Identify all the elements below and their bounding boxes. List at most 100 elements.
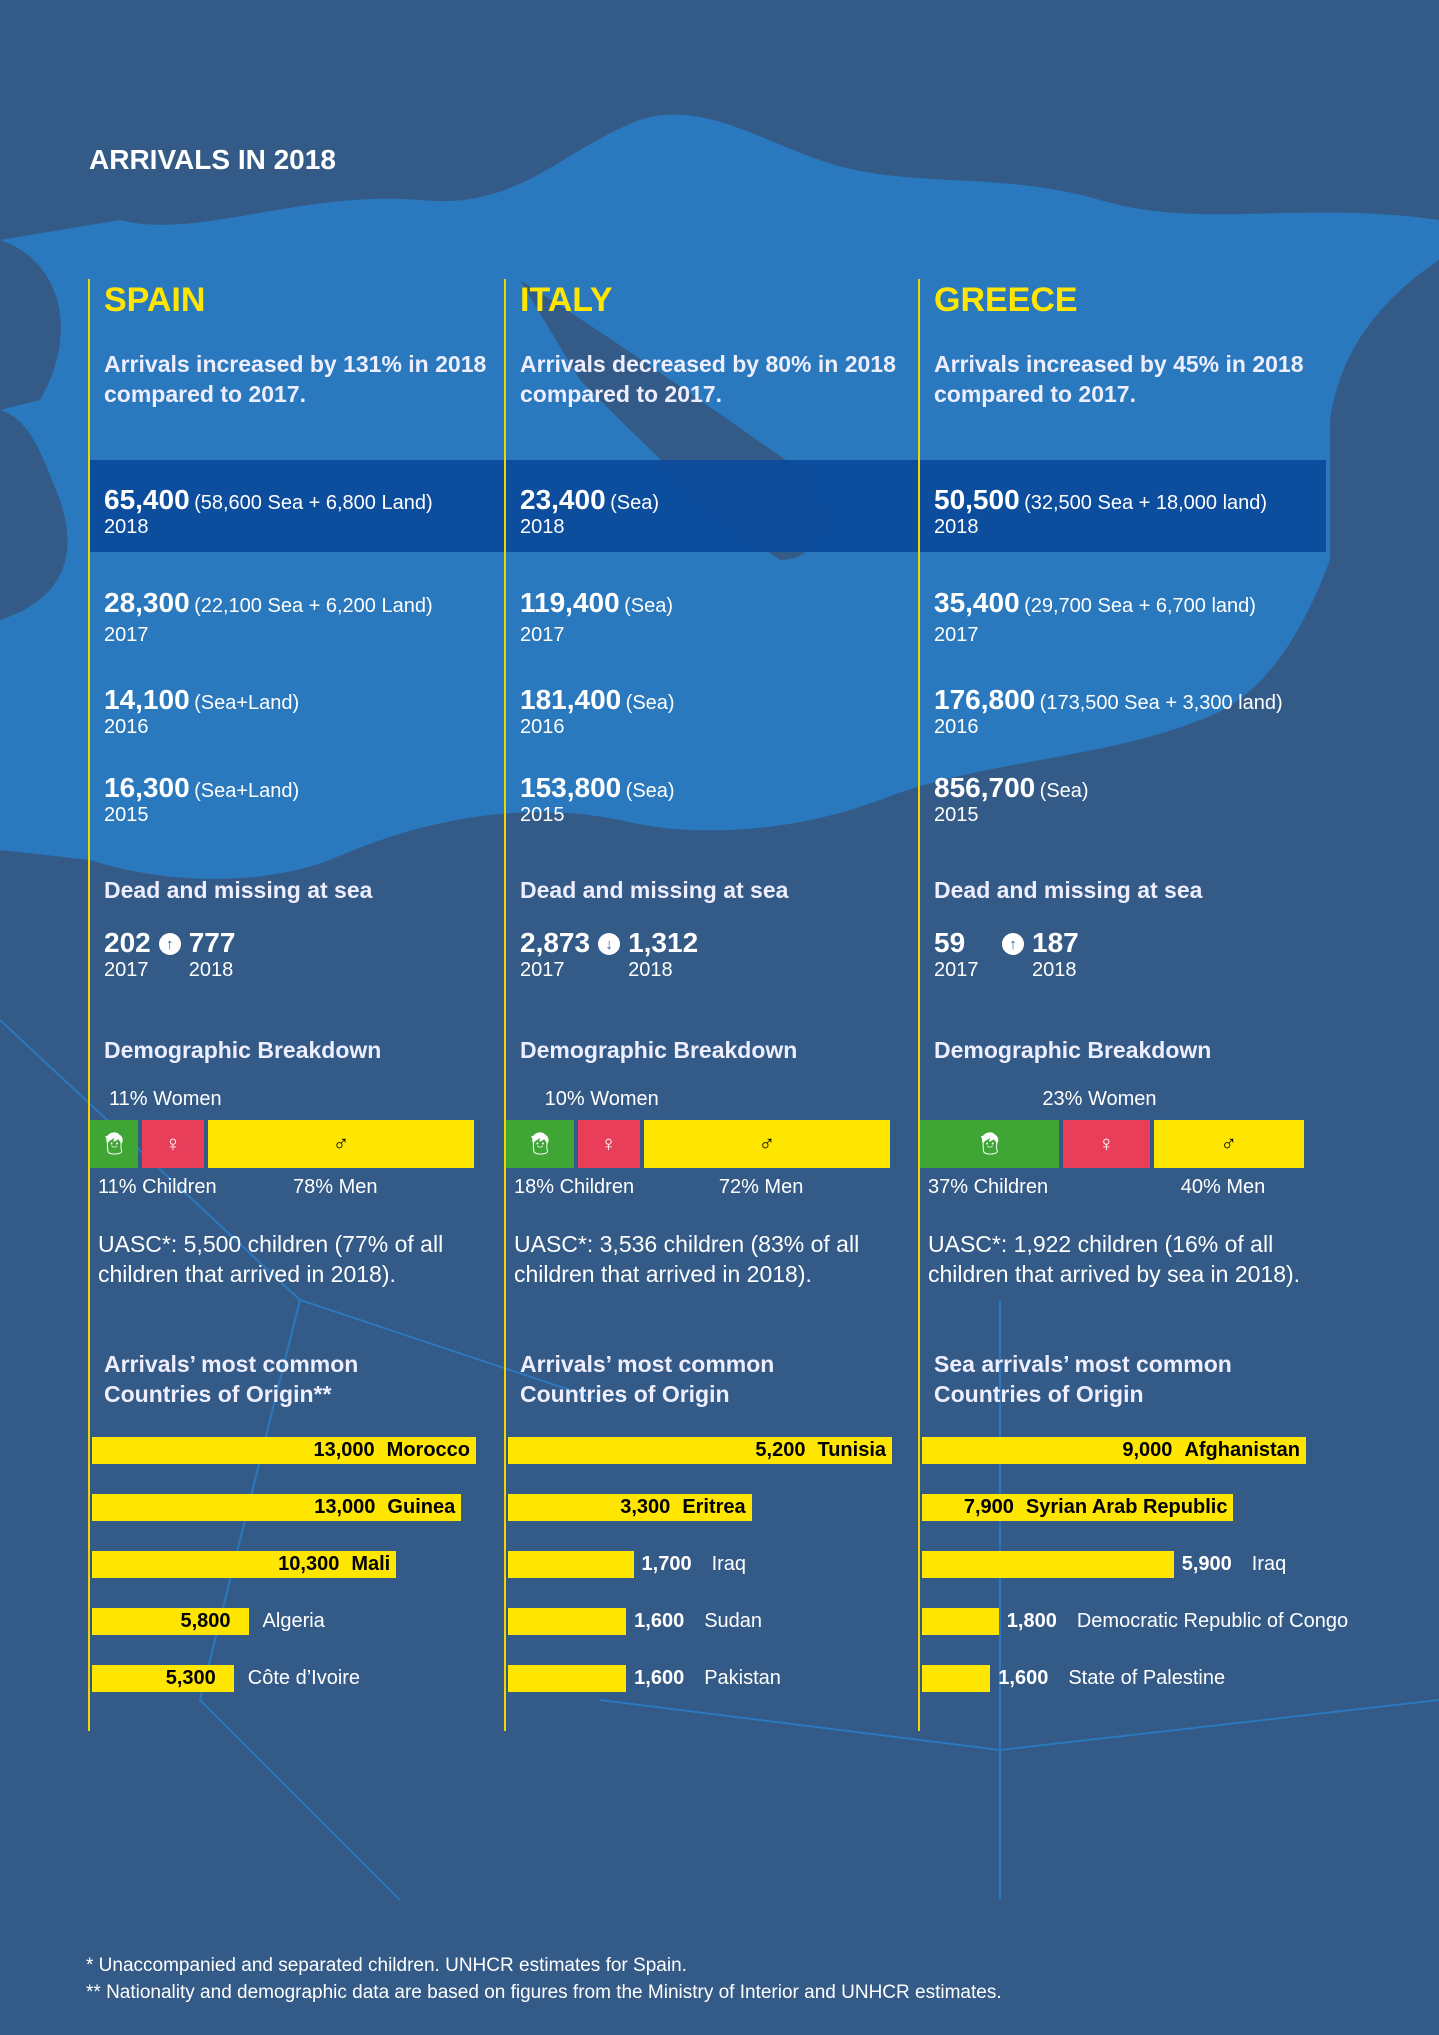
origin-row: 5,300 Côte d’Ivoire bbox=[92, 1665, 360, 1692]
origin-value: 7,900 bbox=[963, 1496, 1014, 1518]
origin-bar: 13,000 Guinea bbox=[92, 1494, 462, 1521]
woman-icon: ♀ bbox=[577, 1120, 640, 1168]
arrivals-detail: (29,700 Sea + 6,700 land) bbox=[1024, 595, 1256, 617]
arrivals-count: 23,400 bbox=[520, 484, 606, 515]
origin-bar: 3,300 Eritrea bbox=[508, 1494, 752, 1521]
origin-country: Iraq bbox=[711, 1553, 747, 1575]
year-label: 2016 bbox=[520, 716, 565, 738]
arrivals-count: 50,500 bbox=[934, 484, 1020, 515]
heading-line: Countries of Origin** bbox=[104, 1381, 332, 1407]
women-label: 11% Women bbox=[109, 1088, 222, 1110]
men-label: 40% Men bbox=[1180, 1176, 1266, 1198]
origin-value: 5,900 bbox=[1181, 1553, 1232, 1575]
heading-line: Countries of Origin bbox=[934, 1381, 1144, 1407]
origin-bar: 7,900 Syrian Arab Republic bbox=[922, 1494, 1234, 1521]
origin-country: Guinea bbox=[387, 1496, 456, 1518]
arrow-up-icon: ↑ bbox=[1002, 933, 1024, 955]
year-label: 2016 bbox=[934, 716, 979, 738]
dead-2018: 1,312 bbox=[628, 927, 699, 958]
arrivals-count: 119,400 bbox=[520, 587, 620, 618]
desc-line: compared to 2017. bbox=[520, 381, 722, 407]
origin-row: 5,900 Iraq bbox=[922, 1551, 1286, 1578]
desc-line: Arrivals decreased by 80% in 2018 bbox=[520, 351, 896, 377]
origin-row: 5,800 Algeria bbox=[92, 1608, 325, 1635]
origin-country: Iraq bbox=[1251, 1553, 1287, 1575]
origin-bar bbox=[508, 1608, 627, 1635]
demographic-heading: Demographic Breakdown bbox=[520, 1037, 798, 1063]
year-label: 2017 bbox=[104, 959, 149, 981]
year-label: 2015 bbox=[934, 804, 979, 826]
men-label: 72% Men bbox=[718, 1176, 804, 1198]
origin-bar bbox=[922, 1608, 999, 1635]
origin-country: Morocco bbox=[386, 1439, 470, 1461]
demographic-heading: Demographic Breakdown bbox=[104, 1037, 382, 1063]
dead-2017: 59 bbox=[934, 927, 966, 958]
arrivals-year-2017: 28,300 (22,100 Sea + 6,200 Land) 2017 bbox=[104, 587, 433, 647]
arrivals-year-2017: 119,400 (Sea) 2017 bbox=[520, 587, 673, 647]
children-label: 18% Children bbox=[514, 1176, 635, 1198]
children-label: 11% Children bbox=[98, 1176, 217, 1198]
year-label: 2015 bbox=[104, 804, 149, 826]
arrivals-detail: (Sea+Land) bbox=[194, 780, 300, 802]
arrivals-year-2016: 176,800 (173,500 Sea + 3,300 land) 2016 bbox=[934, 684, 1283, 739]
origin-bar: 10,300 Mali bbox=[92, 1551, 397, 1578]
dead-2017: 202 bbox=[104, 927, 151, 958]
origin-bar: 5,300 Côte d’Ivoire bbox=[92, 1665, 360, 1692]
origin-heading: Arrivals’ most common Countries of Origin bbox=[520, 1349, 774, 1409]
man-icon: ♂ bbox=[643, 1120, 890, 1168]
page-title: ARRIVALS IN 2018 bbox=[89, 144, 336, 175]
origin-value: 1,700 bbox=[641, 1553, 692, 1575]
heading-line: Sea arrivals’ most common bbox=[934, 1351, 1232, 1377]
dead-2018: 777 bbox=[188, 927, 236, 958]
origin-country: State of Palestine bbox=[1068, 1667, 1226, 1689]
dead-missing-stats: 2,873 2017 ↓ 1,312 2018 bbox=[520, 927, 698, 982]
dead-missing-heading: Dead and missing at sea bbox=[934, 877, 1203, 903]
arrivals-year-2017: 35,400 (29,700 Sea + 6,700 land) 2017 bbox=[934, 587, 1256, 647]
dead-2017: 2,873 bbox=[520, 927, 591, 958]
origin-bar: 9,000 Afghanistan bbox=[922, 1437, 1306, 1464]
origin-value: 13,000 bbox=[314, 1496, 376, 1518]
origin-country: Tunisia bbox=[817, 1439, 886, 1461]
country-column-spain: SPAIN Arrivals increased by 131% in 2018… bbox=[88, 279, 503, 1731]
origin-value: 9,000 bbox=[1122, 1439, 1173, 1461]
origin-country: Sudan bbox=[704, 1610, 763, 1632]
women-label: 10% Women bbox=[544, 1088, 659, 1110]
year-label: 2018 bbox=[520, 516, 565, 538]
arrivals-count: 65,400 bbox=[104, 484, 190, 515]
origin-country: Pakistan bbox=[704, 1667, 781, 1689]
arrivals-count: 35,400 bbox=[934, 587, 1020, 618]
year-label: 2018 bbox=[934, 516, 979, 538]
origin-row: 3,300 Eritrea bbox=[508, 1494, 752, 1521]
origin-row: 1,600 Sudan bbox=[508, 1608, 762, 1635]
origin-row: 1,800 Democratic Republic of Congo bbox=[922, 1608, 1348, 1635]
woman-icon: ♀ bbox=[1063, 1120, 1150, 1168]
arrivals-year-2016: 181,400 (Sea) 2016 bbox=[520, 684, 675, 739]
arrow-up-icon: ↑ bbox=[158, 933, 181, 955]
arrivals-detail: (Sea) bbox=[624, 595, 674, 617]
year-label: 2018 bbox=[1032, 959, 1077, 981]
year-label: 2017 bbox=[520, 959, 565, 981]
desc-line: compared to 2017. bbox=[104, 381, 306, 407]
child-icon: 🧒︎ bbox=[506, 1120, 574, 1168]
origin-country: Algeria bbox=[262, 1610, 325, 1632]
man-icon: ♂ bbox=[1153, 1120, 1304, 1168]
arrivals-year-2015: 856,700 (Sea) 2015 bbox=[934, 772, 1089, 827]
origin-country: Afghanistan bbox=[1184, 1439, 1300, 1461]
desc-line: Arrivals increased by 45% in 2018 bbox=[934, 351, 1304, 377]
origin-row: 13,000 Guinea bbox=[92, 1494, 462, 1521]
origin-row: 9,000 Afghanistan bbox=[922, 1437, 1306, 1464]
arrivals-year-2018: 50,500 (32,500 Sea + 18,000 land) 2018 bbox=[934, 484, 1267, 539]
men-label: 78% Men bbox=[293, 1176, 378, 1198]
arrow-down-icon: ↓ bbox=[598, 933, 621, 955]
arrivals-detail: (58,600 Sea + 6,800 Land) bbox=[194, 492, 433, 514]
country-column-greece: GREECE Arrivals increased by 45% in 2018… bbox=[918, 279, 1348, 1731]
desc-line: Arrivals increased by 131% in 2018 bbox=[104, 351, 487, 377]
origin-bar: 5,200 Tunisia bbox=[508, 1437, 892, 1464]
footnote-1: * Unaccompanied and separated children. … bbox=[86, 1955, 687, 1976]
arrivals-change: Arrivals increased by 45% in 2018 compare… bbox=[934, 349, 1304, 409]
arrivals-detail: (Sea) bbox=[625, 692, 675, 714]
woman-icon: ♀ bbox=[142, 1120, 204, 1168]
origin-heading: Arrivals’ most common Countries of Origin… bbox=[104, 1349, 358, 1409]
arrivals-detail: (32,500 Sea + 18,000 land) bbox=[1024, 492, 1268, 514]
